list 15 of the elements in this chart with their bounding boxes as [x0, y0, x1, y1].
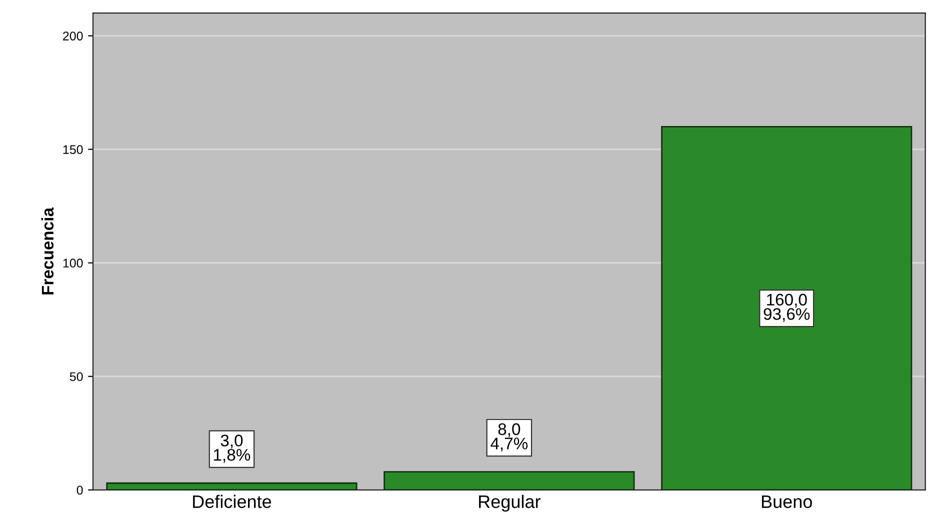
data-label: 3,0 1,8% — [214, 434, 250, 463]
y-tick-label: 0 — [76, 486, 83, 495]
bar — [661, 126, 912, 490]
bar — [106, 482, 358, 490]
y-tick-label: 150 — [63, 145, 83, 154]
y-tick-label: 100 — [63, 258, 83, 268]
data-label: 8,0 4,7% — [490, 423, 528, 452]
y-tick-label: 200 — [63, 32, 83, 40]
x-tick-label: Bueno — [762, 495, 812, 508]
bar — [384, 471, 635, 490]
x-tick-label: Regular — [479, 494, 540, 512]
y-axis-title: Frecuencia — [41, 207, 54, 294]
x-tick-label: Deficiente — [193, 494, 272, 508]
data-label: 160,0 93,6% — [764, 294, 810, 322]
y-tick-label: 50 — [70, 372, 83, 382]
